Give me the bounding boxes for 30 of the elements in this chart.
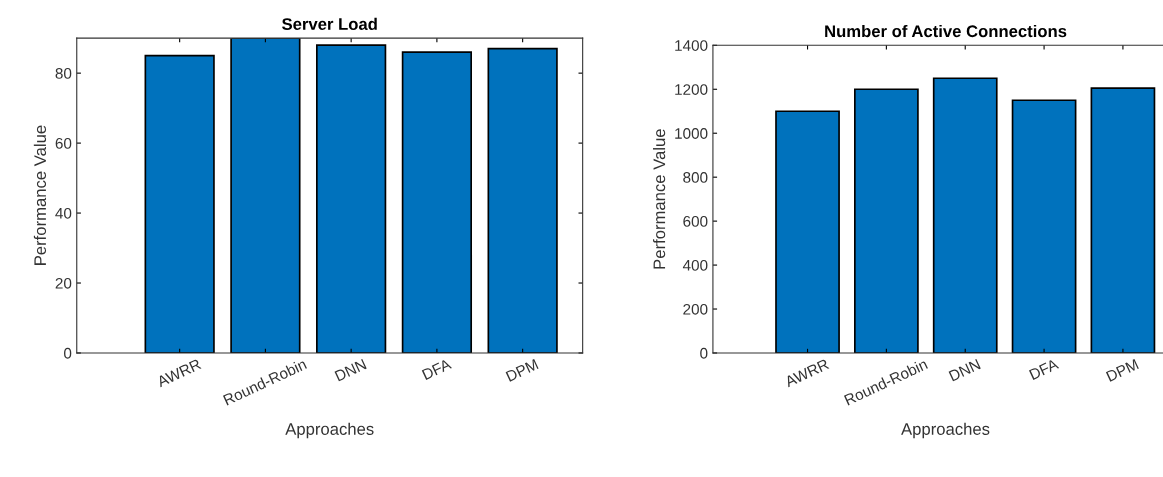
y-tick-label: 20 [55, 277, 72, 289]
y-tick-label: 80 [55, 68, 72, 79]
y-tick-label: 1400 [675, 40, 708, 51]
y-tick-label: 400 [682, 259, 708, 271]
x-tick-label: DNN [948, 358, 981, 382]
x-tick-label: DNN [334, 358, 367, 382]
y-tick-label: 40 [55, 207, 72, 219]
y-tick-label: 1200 [675, 84, 708, 95]
bar [854, 88, 919, 353]
y-axis-title: Performance Value [652, 129, 666, 269]
bar [932, 77, 998, 353]
chart-title: Number of Active Connections [825, 24, 1067, 38]
y-tick-label: 60 [55, 137, 72, 149]
x-tick-label: DFA [1028, 358, 1060, 380]
x-axis-title: Approaches [901, 422, 990, 439]
bar [1011, 99, 1077, 353]
y-tick-label: 0 [64, 347, 72, 359]
x-axis-title: Approaches [285, 422, 374, 439]
x-tick-label: DPM [1105, 358, 1139, 382]
y-tick-label: 800 [683, 172, 708, 183]
bar [1090, 87, 1156, 353]
chart-title: Server Load [282, 17, 377, 30]
y-tick-label: 200 [683, 303, 708, 315]
y-tick-label: 1000 [675, 128, 708, 139]
bar [775, 110, 840, 353]
y-axis-title: Performance Value [33, 125, 47, 265]
y-tick-label: 600 [683, 215, 708, 227]
x-tick-label: DFA [421, 358, 452, 380]
x-tick-label: DPM [505, 358, 539, 382]
y-tick-label: 0 [700, 347, 708, 359]
